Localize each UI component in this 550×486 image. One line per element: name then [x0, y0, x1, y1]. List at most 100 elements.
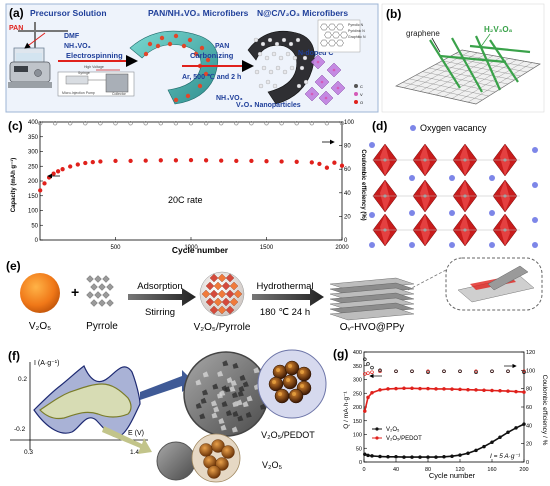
x-tick-label: 120 [455, 467, 464, 473]
step-conditions: 180 ℃ 24 h [260, 307, 310, 318]
stage3-title: N@C/V₂O₃ Microfibers [257, 8, 348, 18]
data-point [378, 368, 382, 373]
pyrrole-molecule [106, 299, 114, 307]
y-tick-label: 400 [353, 350, 362, 356]
x-tick-label: 1000 [184, 245, 198, 251]
panel-d: (d) Oxygen vacancy [369, 119, 538, 248]
data-point [51, 171, 56, 176]
v2o5-sphere [20, 273, 60, 313]
data-point [279, 159, 284, 164]
panel-e-letter: (e) [6, 259, 21, 273]
y-tick-label: 300 [353, 378, 362, 384]
x-tick-label: 200 [519, 467, 528, 473]
hydrothermal-arrow [252, 288, 324, 306]
series-1 [363, 386, 526, 413]
data-point [386, 387, 390, 391]
data-point [442, 369, 446, 374]
data-point [60, 167, 65, 172]
cv-curve-v2o5 [39, 383, 132, 420]
data-point [506, 430, 510, 435]
y2-tick-label: 60 [344, 167, 351, 173]
data-point [514, 426, 518, 430]
y-tick-label: 50 [31, 223, 38, 229]
data-point [363, 372, 367, 376]
data-point [458, 369, 462, 374]
legend-c: C [360, 84, 363, 89]
y2-tick-label: 60 [526, 405, 532, 411]
data-point [402, 386, 406, 391]
data-point [249, 158, 254, 164]
data-point [309, 121, 314, 126]
series-0 [38, 157, 345, 193]
oxygen-vacancy [409, 242, 415, 248]
pump-label: Micro-Injection Pump [62, 91, 95, 95]
panel-g-letter: (g) [333, 347, 348, 361]
oxygen-vacancy-icon [410, 125, 416, 131]
oxygen-vacancy [532, 217, 538, 223]
carbonizing-step: Carbonizing [190, 51, 234, 60]
data-point [482, 388, 486, 392]
series-0 [363, 422, 526, 459]
oxygen-vacancy-lattice [369, 142, 538, 248]
data-point [279, 121, 284, 126]
step-hydrothermal: Hydrothermal [256, 281, 313, 292]
data-point [466, 387, 470, 392]
data-point [188, 157, 194, 163]
step-stirring: Stirring [145, 307, 175, 318]
zoom-inset [445, 257, 543, 311]
data-point [498, 389, 502, 393]
y-tick-label: 100 [28, 209, 39, 215]
panel-d-letter: (d) [372, 119, 387, 133]
panel-f: (f) I (A·g⁻¹) E (V) 0.2 -0.2 0.3 1.4 V₂O… [6, 342, 327, 483]
data-point [466, 451, 470, 455]
data-point [366, 395, 370, 400]
x-tick-label: 1500 [260, 245, 274, 251]
arrow-to-v2o5 [102, 426, 152, 454]
dmf-label: DMF [64, 33, 80, 40]
cv-xlabel: E (V) [128, 430, 144, 437]
pyrrole-molecule [102, 275, 110, 283]
y2-tick-label: 20 [344, 214, 351, 220]
legend-marker [375, 427, 379, 431]
y-tick-label: 0 [359, 460, 362, 466]
data-point [90, 159, 95, 165]
data-point [394, 369, 398, 374]
data-point [410, 455, 414, 459]
data-point [378, 454, 382, 459]
data-point [113, 121, 118, 126]
data-point [363, 357, 367, 362]
data-point [234, 121, 239, 126]
nh4vo3-label: NH₄VO₃ [64, 43, 91, 50]
cv-tick-top: 0.2 [18, 376, 27, 383]
collector-label: Collector [112, 92, 127, 96]
oxygen-vacancy [489, 175, 495, 181]
y-tick-label: 250 [353, 391, 362, 397]
legend-pyrrolic: Pyrrolic N [348, 23, 364, 27]
data-point [522, 422, 526, 426]
v2o3-crystal-structure [304, 54, 346, 106]
data-point [458, 453, 462, 457]
data-point [219, 121, 224, 126]
data-point [410, 386, 414, 391]
legend-o: O [360, 100, 363, 105]
data-point [128, 158, 133, 164]
panel-c: (c) 20C rate Cycle number Capacity (mAh … [8, 119, 366, 255]
data-point [418, 386, 422, 391]
data-point [450, 387, 454, 391]
data-point [474, 370, 478, 374]
data-point [482, 444, 486, 449]
pyrrole-molecule [94, 291, 102, 299]
panel-c-rate-label: 20C rate [168, 195, 203, 205]
data-point [370, 390, 374, 395]
cv-tick-left: 0.3 [24, 449, 33, 456]
pan-label: PAN [9, 25, 23, 32]
data-point [474, 388, 478, 392]
oxygen-vacancy [369, 142, 375, 148]
x-tick-label: 160 [487, 467, 496, 473]
data-point [234, 158, 239, 164]
oxygen-vacancy [449, 242, 455, 248]
y2-tick-label: 100 [344, 120, 355, 126]
oxygen-vacancy [409, 175, 415, 181]
pyrrole-molecule [90, 283, 98, 291]
stage1-title: Precursor Solution [30, 8, 107, 18]
